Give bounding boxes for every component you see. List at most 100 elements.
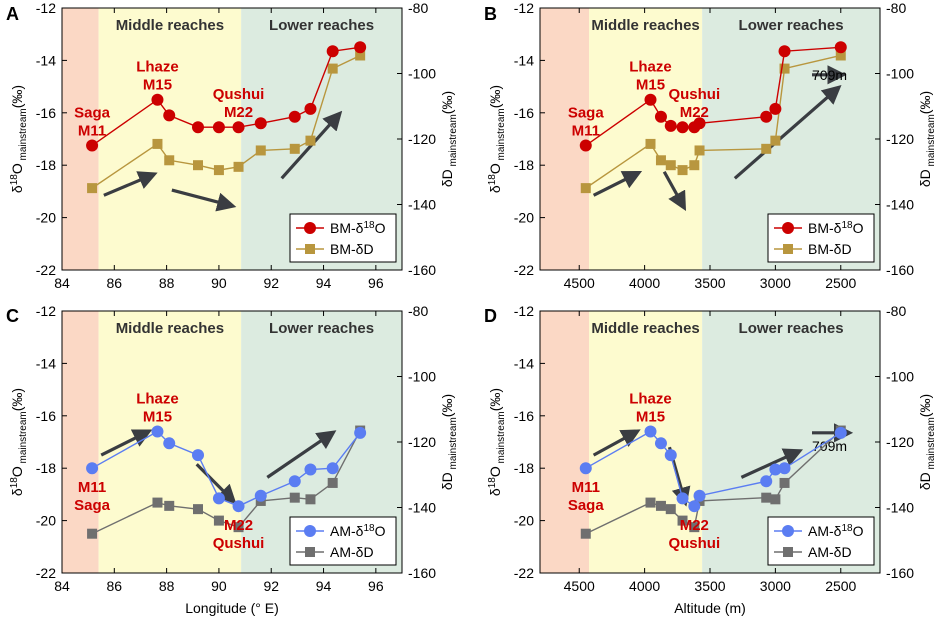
y2-axis-title-part: (‰) bbox=[917, 91, 933, 114]
o18-point bbox=[769, 463, 782, 476]
x-tick-label: 86 bbox=[107, 578, 123, 594]
dd-point bbox=[761, 492, 772, 503]
o18-point bbox=[86, 462, 99, 475]
legend-label-part: BM-δ bbox=[808, 220, 842, 236]
x-tick-label: 4500 bbox=[564, 275, 595, 291]
y2-axis-title: δD mainstream(‰) bbox=[439, 91, 459, 187]
dd-point bbox=[580, 528, 591, 539]
site-label: M22 bbox=[224, 517, 253, 534]
legend-label-part: AM-δ bbox=[330, 523, 364, 539]
dd-point bbox=[87, 528, 98, 539]
y-axis-title-part: mainstream bbox=[18, 411, 29, 466]
panel-letter: B bbox=[484, 4, 497, 24]
o18-point bbox=[676, 492, 689, 505]
o18-point bbox=[326, 462, 339, 475]
zone-upstream bbox=[62, 8, 99, 270]
dd-point bbox=[305, 135, 316, 146]
x-tick-label: 86 bbox=[107, 275, 123, 291]
y2-tick-label: -100 bbox=[886, 369, 914, 385]
y2-tick-label: -100 bbox=[408, 66, 436, 82]
y-tick-label: -20 bbox=[36, 210, 56, 226]
y2-tick-label: -80 bbox=[886, 303, 906, 319]
x-tick-label: 84 bbox=[54, 578, 70, 594]
o18-point bbox=[834, 41, 847, 54]
legend-label-part: O bbox=[853, 220, 864, 236]
o18-point bbox=[644, 425, 657, 438]
dd-point bbox=[233, 522, 244, 533]
panel-b: Middle reaches Lower reaches 4500 4000 3500 3… bbox=[484, 0, 937, 291]
y-axis-title: δ18O mainstream(‰) bbox=[487, 85, 507, 193]
site-label: Saga bbox=[74, 105, 111, 122]
zone-label-lower: Lower reaches bbox=[739, 17, 844, 34]
legend-marker-circle bbox=[782, 222, 794, 234]
y2-axis-title-part: mainstream bbox=[448, 114, 459, 169]
o18-point bbox=[304, 463, 317, 476]
site-label-code: M22 bbox=[680, 104, 709, 121]
o18-point bbox=[579, 139, 592, 152]
dd-point bbox=[835, 50, 846, 61]
site-label-code: M15 bbox=[143, 77, 172, 94]
o18-point bbox=[760, 110, 773, 123]
y2-axis-title: δD mainstream(‰) bbox=[439, 394, 459, 490]
y2-tick-label: -160 bbox=[408, 565, 436, 581]
dd-point bbox=[255, 145, 266, 156]
dd-point bbox=[689, 522, 700, 533]
legend-label-sup: 18 bbox=[363, 523, 375, 534]
y2-axis-title-part: mainstream bbox=[926, 417, 937, 472]
x-tick-label: 92 bbox=[263, 578, 279, 594]
dd-point bbox=[305, 494, 316, 505]
dd-point bbox=[689, 160, 700, 171]
o18-point bbox=[654, 437, 667, 450]
y2-axis-title-part: (‰) bbox=[439, 91, 455, 114]
o18-point bbox=[212, 492, 225, 505]
dd-point bbox=[289, 143, 300, 154]
x-tick-label: 90 bbox=[211, 578, 227, 594]
y2-tick-label: -80 bbox=[408, 0, 428, 16]
legend-label: BM-δ18O bbox=[330, 220, 386, 236]
y2-tick-label: -100 bbox=[886, 66, 914, 82]
o18-point bbox=[151, 93, 164, 106]
legend-marker-square bbox=[305, 547, 315, 557]
y-tick-label: -22 bbox=[514, 565, 534, 581]
x-axis-title: Altitude (m) bbox=[674, 600, 746, 616]
o18-point bbox=[163, 437, 176, 450]
y2-tick-label: -160 bbox=[886, 262, 914, 278]
o18-point bbox=[304, 102, 317, 115]
dd-point bbox=[645, 497, 656, 508]
y-tick-label: -22 bbox=[514, 262, 534, 278]
y-tick-label: -16 bbox=[514, 105, 534, 121]
y-axis-title-part: 18 bbox=[487, 477, 498, 489]
site-label-code: Qushui bbox=[668, 535, 720, 552]
y-axis-title-part: 18 bbox=[487, 174, 498, 186]
x-tick-label: 88 bbox=[159, 275, 175, 291]
y2-tick-label: -80 bbox=[408, 303, 428, 319]
y-axis-title-part: (‰) bbox=[9, 85, 25, 108]
dd-point bbox=[770, 135, 781, 146]
y2-tick-label: -160 bbox=[408, 262, 436, 278]
y-axis-title-part: O bbox=[487, 466, 503, 477]
zone-label-lower: Lower reaches bbox=[739, 320, 844, 337]
o18-point bbox=[192, 121, 204, 134]
site-label-code: M11 bbox=[78, 123, 106, 140]
y2-axis-title-part: (‰) bbox=[917, 394, 933, 417]
y-tick-label: -14 bbox=[36, 52, 56, 68]
panel-letter: D bbox=[484, 306, 497, 326]
dd-point bbox=[289, 492, 300, 503]
legend-marker-square bbox=[305, 244, 315, 254]
legend-marker-square bbox=[783, 547, 793, 557]
y-tick-label: -18 bbox=[514, 157, 534, 173]
y2-tick-label: -80 bbox=[886, 0, 906, 16]
dd-point bbox=[645, 138, 656, 149]
y2-tick-label: -100 bbox=[408, 369, 436, 385]
y-axis-title: δ18O mainstream(‰) bbox=[9, 388, 29, 496]
o18-point bbox=[664, 449, 677, 462]
x-tick-label: 4000 bbox=[629, 275, 660, 291]
y2-axis-title-part: (‰) bbox=[439, 394, 455, 417]
o18-point bbox=[778, 462, 791, 475]
zone-middle bbox=[589, 311, 703, 573]
y2-tick-label: -120 bbox=[886, 131, 914, 147]
o18-point bbox=[354, 426, 367, 439]
y2-tick-label: -120 bbox=[408, 434, 436, 450]
